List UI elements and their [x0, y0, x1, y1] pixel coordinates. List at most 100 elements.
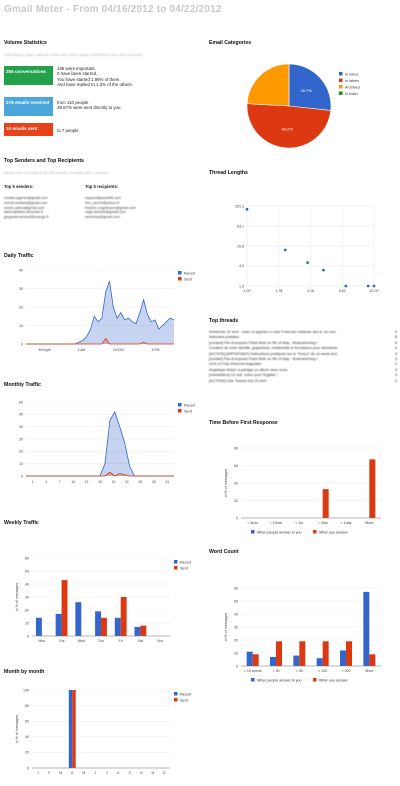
y-tick-label: 20 [25, 751, 29, 755]
bar [246, 651, 253, 666]
sender-item[interactable]: elodie.cabrol@gmail.com [4, 205, 45, 210]
recipient-item[interactable]: support@pearltrill.com [85, 196, 122, 200]
thread-row[interactable]: [contact] Pan-European Flash Mob on 9th … [209, 357, 397, 362]
x-tick-label: D [163, 771, 166, 775]
y-tick-label: 20 [19, 450, 23, 454]
x-tick-label: More [365, 521, 373, 525]
thread-row[interactable]: [newsletters] Ce soir, votez pour l'Egal… [209, 373, 397, 378]
scatter-point [245, 207, 249, 211]
top-threads-list: Dimanche 22 avril : votez et appelez a v… [209, 330, 397, 384]
recipient-item[interactable]: frederic.engelmann@gmail.com [85, 205, 136, 210]
y-tick-label: 251.2 [235, 204, 244, 208]
y-tick-label: 60 [25, 556, 29, 560]
x-tick-label: 5.62 [339, 289, 346, 293]
x-tick-label: 4 PM [152, 348, 160, 352]
thread-subject[interactable]: [contact] Pan-European Flash Mob on 9th … [209, 357, 318, 362]
sender-item[interactable]: gregoiremarnivel@orange.fr [4, 215, 49, 220]
sent-box: 10 emails sent [4, 123, 53, 136]
x-tick-label: F [48, 771, 51, 775]
thread-subject[interactable]: [contact] Pan-European Flash Mob on 9th … [209, 340, 318, 345]
thread-count: 3 [394, 378, 397, 383]
thread-row[interactable]: Creation de votre identite, graphisme, m… [209, 346, 397, 351]
y-tick-label: 50 [25, 569, 29, 573]
thread-subject[interactable]: Adresses postales [209, 335, 240, 340]
x-tick-label: < 1hr [295, 521, 304, 525]
y-tick-label: 20 [234, 499, 238, 503]
thread-subject[interactable]: [ACTION] [IMPORTANT] Instructions juridi… [209, 351, 337, 356]
bar [68, 690, 73, 768]
thread-subject[interactable]: Angelique Meyer a partage un album avec … [209, 367, 289, 372]
bar [101, 617, 107, 636]
recipient-item[interactable]: androsse@gmail.com [85, 215, 120, 220]
month-by-month-heading: Month by month [4, 669, 45, 675]
thread-subject[interactable]: UVS v2 Fast Ethernet Adaptater [209, 362, 262, 367]
legend-swatch [251, 530, 255, 534]
bar [363, 591, 370, 666]
pie-slice-label: 26.7% [301, 88, 313, 93]
bar [316, 658, 323, 666]
thread-subject[interactable]: Dimanche 22 avril : votez et appelez a v… [209, 330, 337, 334]
thread-subject[interactable]: [ACTION] Liste Tweets dus 20 avril [209, 378, 267, 383]
thread-row[interactable]: Adresses postales 6 [209, 335, 397, 340]
month-by-month-chart: 0 20 40 60 80 100 in % of messages J F M A M J J A S O N D… [15, 688, 191, 775]
sender-item[interactable]: romain.pigenel@gmail.com [4, 196, 48, 200]
thread-row[interactable]: Angelique Meyer a partage un album avec … [209, 368, 397, 373]
recipient-item[interactable]: ben_pecrin@yahoo.fr [85, 200, 120, 205]
x-tick-label: 28 [152, 480, 156, 484]
response-time-heading: Time Before First Response [209, 420, 278, 426]
email-categories-pie-chart: 26.7% 49.2% In inbox In labels Archived In tr… [246, 63, 360, 149]
senders-note: Mouse over a contact to see the number o… [4, 171, 109, 175]
x-tick-label: 31 [165, 480, 169, 484]
top-threads-heading: Top threads [209, 318, 239, 324]
thread-row[interactable]: [contact] Pan-European Flash Mob on 9th … [209, 341, 397, 346]
thread-subject[interactable]: Creation de votre identite, graphisme, m… [209, 346, 338, 351]
y-tick-label: 10 [234, 651, 238, 655]
legend-label: In labels [345, 79, 359, 83]
y-tick-label: 4.0 [239, 264, 244, 268]
thread-row[interactable]: UVS v2 Fast Ethernet Adaptater 3 [209, 362, 397, 367]
conversations-details: 195 were important. 0 have been starred.… [57, 66, 133, 88]
y-tick-label: 15.8 [237, 244, 244, 248]
sent-details: to 7 people [57, 128, 79, 133]
x-tick-label: < 10 words [244, 669, 262, 673]
y-tick-label: 20 [234, 638, 238, 642]
pie-slice [246, 103, 332, 149]
received-details: from 110 people 39.57% were sent directl… [57, 100, 122, 111]
bar [35, 617, 42, 636]
x-tick-label: Thu [98, 639, 104, 643]
thread-row[interactable]: Dimanche 22 avril : votez et appelez a v… [209, 330, 397, 335]
pie-slice-label: 49.2% [281, 127, 293, 132]
legend-label: Sent [180, 566, 189, 570]
y-tick-label: 50 [19, 413, 23, 417]
scatter-point [306, 261, 309, 265]
y-tick-label: 100 [23, 688, 29, 692]
x-tick-label: More [365, 669, 373, 673]
x-tick-label: O [140, 771, 143, 775]
sender-item[interactable]: mehdi.meliank@gmail.com [4, 200, 48, 205]
bar [95, 611, 101, 636]
area-fill [26, 411, 174, 476]
stat-line: 195 were important. [57, 66, 96, 71]
thread-count: 3 [394, 373, 397, 378]
volume-note: Chat history, spam, calendar invites and… [4, 53, 143, 57]
x-tick-label: Wed [78, 639, 85, 643]
y-tick-label: 40 [234, 612, 238, 616]
bar [114, 617, 121, 636]
thread-row[interactable]: [ACTION] [IMPORTANT] Instructions juridi… [209, 352, 397, 357]
thread-row[interactable]: [ACTION] Liste Tweets dus 20 avril 3 [209, 379, 397, 384]
stat-line: 39.57% were sent directly to you. [57, 105, 122, 111]
recipient-item[interactable]: regis.laroche@gmail.com [85, 210, 126, 215]
y-tick-label: 10 [25, 621, 29, 625]
bar [72, 690, 76, 768]
y-tick-label: 60 [19, 400, 23, 404]
x-tick-label: 4 [45, 480, 47, 484]
bar [120, 597, 127, 636]
x-tick-label: 25 [138, 480, 142, 484]
x-tick-label: < 50 [296, 669, 303, 673]
thread-lengths-heading: Thread Lengths [209, 170, 248, 176]
legend-label: Recvd [184, 403, 195, 407]
thread-subject[interactable]: [newsletters] Ce soir, votez pour l'Egal… [209, 373, 278, 378]
x-tick-label: 3.16 [307, 289, 314, 293]
sender-item[interactable]: lisbon@listes.lemonde.fr [4, 210, 44, 215]
recipients-title: Top 5 recipients: [85, 184, 119, 189]
